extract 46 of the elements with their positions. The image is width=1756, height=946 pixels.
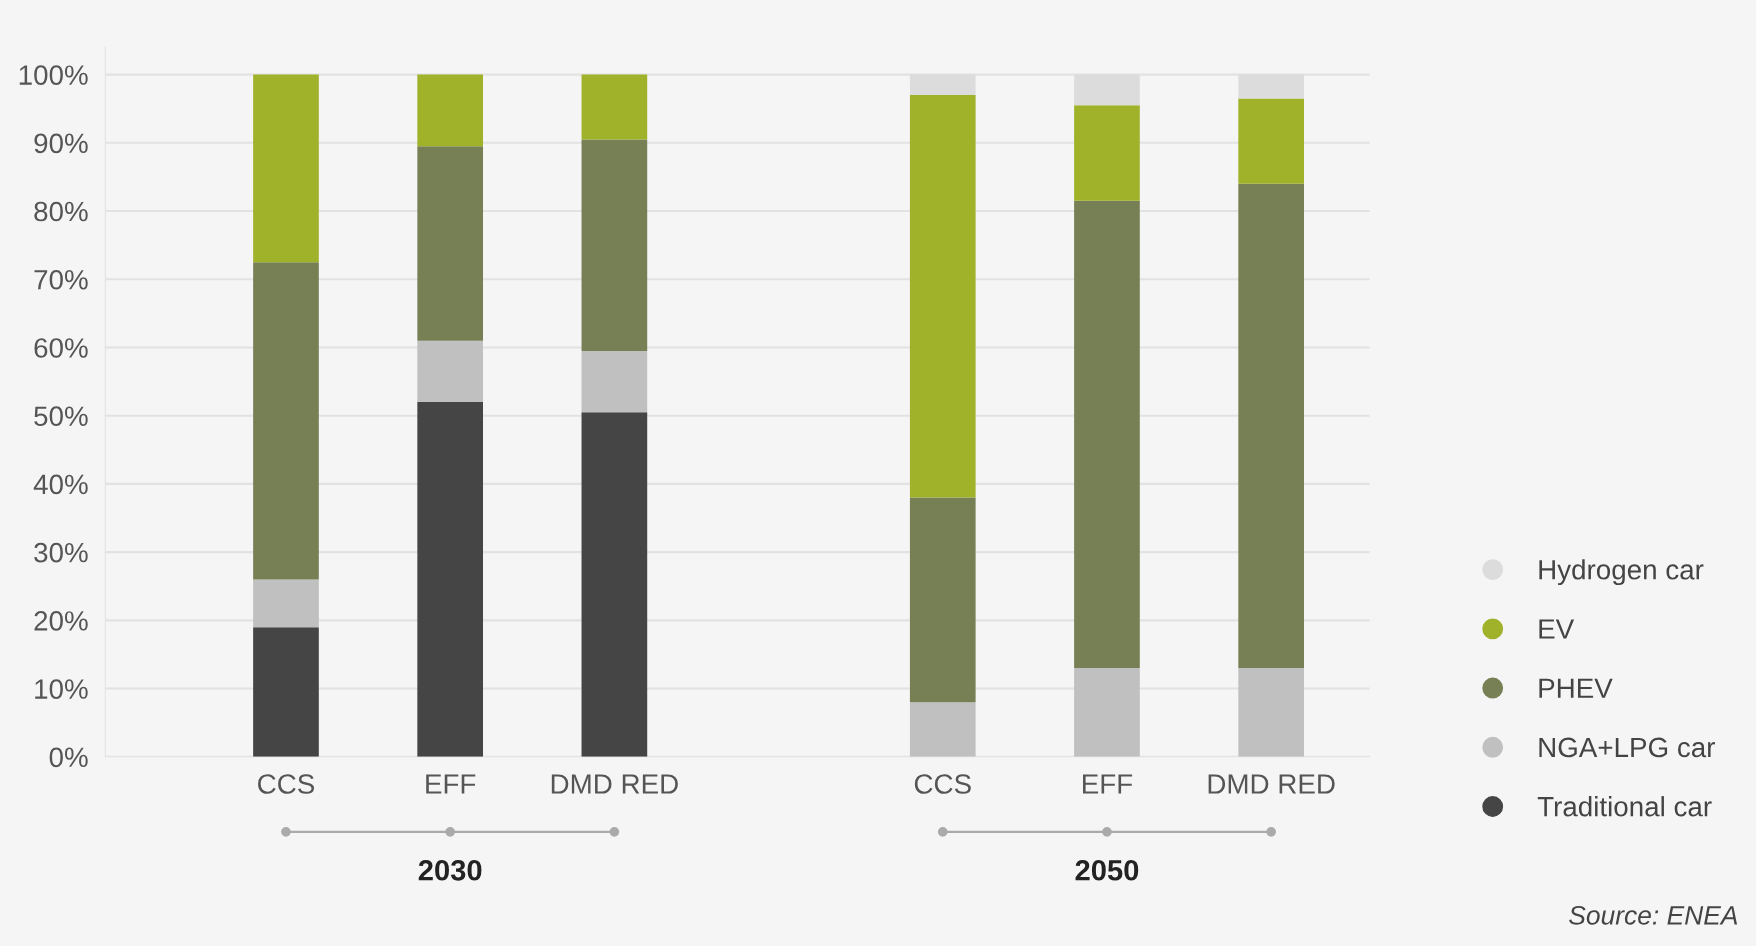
y-tick-label: 10% (35, 679, 88, 699)
bar (417, 340, 484, 403)
bar (909, 95, 976, 498)
source-note: Source: ENEA (1569, 906, 1738, 925)
x-tick-label: DMD RED (551, 774, 678, 794)
legend-label: PHEV (1539, 678, 1613, 698)
bar (1238, 183, 1304, 669)
y-tick-label: 90% (34, 133, 88, 154)
text: 2050 (1075, 859, 1139, 881)
legend-label: Traditional car (1537, 796, 1712, 817)
bar (253, 627, 319, 757)
y-tick-label: 70% (34, 269, 88, 290)
bar (581, 350, 648, 413)
bar (417, 74, 484, 147)
bar (253, 579, 319, 628)
bar (581, 139, 648, 351)
text: 2030 (418, 859, 482, 881)
x-tick-label: EFF (1083, 774, 1133, 794)
x-tick-label: DMD RED (1208, 774, 1335, 794)
y-tick-label: 80% (34, 201, 88, 222)
y-tick-label: 20% (34, 611, 88, 631)
bar (909, 702, 976, 757)
bar (581, 412, 648, 757)
y-tick-label: 0% (49, 747, 88, 768)
bar (1238, 668, 1304, 757)
bar (417, 146, 484, 341)
legend-label: NGA+LPG car (1539, 737, 1715, 758)
y-tick-label: 30% (34, 542, 88, 563)
bar (417, 402, 484, 757)
bar (1238, 98, 1304, 184)
bar (1074, 668, 1140, 757)
bar (909, 497, 976, 703)
legend-label: Hydrogen car (1539, 559, 1704, 586)
y-tick-label: 40% (33, 474, 88, 495)
x-tick-label: CCS (914, 774, 971, 794)
x-tick-label: CCS (258, 774, 315, 794)
bar (253, 262, 319, 580)
y-tick-label: 60% (34, 338, 88, 358)
y-tick-label: 50% (34, 406, 88, 427)
legend-label: EV (1539, 619, 1575, 639)
y-tick-label: 100% (19, 65, 88, 85)
x-tick-label: EFF (426, 774, 476, 794)
bar (1074, 105, 1140, 201)
bar (253, 74, 319, 263)
bar (1074, 200, 1140, 669)
bar (581, 74, 648, 140)
